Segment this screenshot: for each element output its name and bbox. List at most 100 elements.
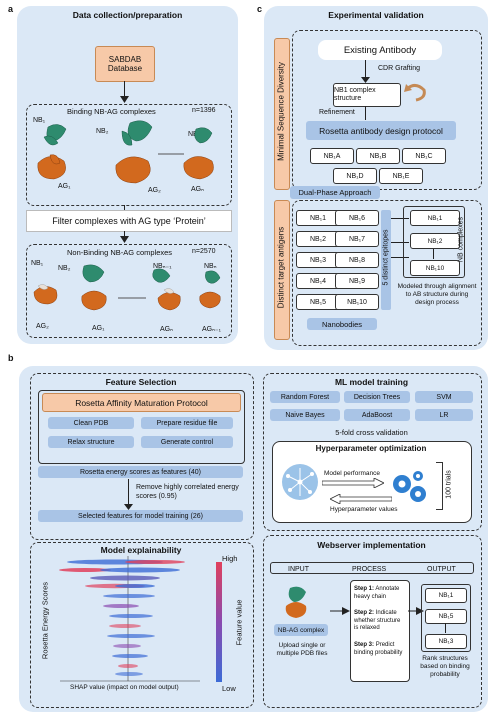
web-header-line xyxy=(270,562,474,574)
nbnb-label: NBₙ xyxy=(204,263,217,270)
variant-a: NB₁A xyxy=(310,148,354,164)
distinct-box xyxy=(292,200,482,346)
nanobody-2: NB₁2 xyxy=(296,231,340,247)
feature-title: Feature Selection xyxy=(105,377,177,387)
nb1b-label: NB₁ xyxy=(31,260,44,267)
process-box xyxy=(350,580,410,682)
variant-e: NB₁E xyxy=(379,168,423,184)
nbn-label: NBₙ xyxy=(188,131,201,138)
explainability-box xyxy=(30,542,254,708)
existing-antibody: Existing Antibody xyxy=(318,40,442,60)
step1-text: Step 1: Annotate heavy chain xyxy=(354,586,400,600)
hyper-title: Hyperparameter optimization xyxy=(315,444,427,453)
filter-box: Filter complexes with AG type ‘Protein’ xyxy=(26,210,232,232)
model-rf: Random Forest xyxy=(270,391,340,403)
shap-beeswarm-plot xyxy=(59,556,200,682)
epitopes-box xyxy=(381,210,391,310)
variant-c: NB₁C xyxy=(402,148,446,164)
refinement-label: Refinement xyxy=(319,109,355,116)
output-3: NB₁3 xyxy=(425,634,467,649)
nanobody-7: NB₁7 xyxy=(335,231,379,247)
low-label: Low xyxy=(222,684,236,693)
dual-phase-box: Dual-Phase Approach xyxy=(290,186,380,199)
cv-label: 5-fold cross validation xyxy=(335,428,408,437)
nanobody-5: NB₁5 xyxy=(296,294,340,310)
side-minimal-box xyxy=(274,38,290,190)
ag1-label: AG₁ xyxy=(58,183,71,190)
nanobody-9: NB₁9 xyxy=(335,273,379,289)
arrow-down-icon xyxy=(120,96,129,103)
protein-structures-icon xyxy=(33,264,221,311)
shap-x-label: SHAP value (impact on model output) xyxy=(70,684,179,691)
nanobody-3: NB₁3 xyxy=(296,252,340,268)
modeled-text: Modeled through alignment to AB structur… xyxy=(397,283,477,306)
feature-value-label: Feature value xyxy=(234,599,244,646)
nanobody-4: NB₁4 xyxy=(296,273,340,289)
output-5: NB₁5 xyxy=(425,609,467,624)
variant-b: NB₁B xyxy=(356,148,400,164)
rosetta-design-box: Rosetta antibody design protocol xyxy=(306,121,456,140)
binding-box xyxy=(26,104,232,206)
perf-label: Model performance xyxy=(324,470,380,477)
arrow-left-icon xyxy=(330,494,392,504)
side-distinct-box xyxy=(274,200,290,340)
output-label: OUTPUT xyxy=(427,566,456,573)
webserver-box xyxy=(263,535,482,708)
agnb-label: AGₙ xyxy=(160,326,173,333)
nbag-complex-box: NB-AG complex xyxy=(274,624,328,636)
nonbinding-n: n=2570 xyxy=(192,248,216,255)
nbn1-label: NBₙ₋₁ xyxy=(153,263,172,270)
shap-y-label: Rosetta Energy Scores xyxy=(40,581,50,660)
arrow-down-icon xyxy=(124,504,133,510)
model-adaboost: AdaBoost xyxy=(344,409,410,421)
agn1-label: AGₙ₋₁ xyxy=(202,326,221,333)
complexes-bracket xyxy=(403,206,465,278)
agn-label: AGₙ xyxy=(191,186,204,193)
ml-training-box xyxy=(263,373,482,531)
protein-structures-icon xyxy=(37,120,214,184)
input-label: INPUT xyxy=(288,566,309,573)
rank-text: Rank structures based on binding probabi… xyxy=(420,655,470,678)
nb1-label: NB₁ xyxy=(33,117,46,124)
nonbinding-box xyxy=(26,244,232,338)
step-generate-control: Generate control xyxy=(141,436,233,448)
explain-title: Model explainability xyxy=(100,545,182,555)
brain-icon xyxy=(282,464,318,500)
remove-text: Remove highly correlated energy scores (… xyxy=(136,484,239,500)
panel-a-title: Data collection/preparation xyxy=(72,10,183,20)
complex-10: NB₁10 xyxy=(410,260,460,276)
high-label: High xyxy=(222,554,238,563)
binding-title: Binding NB-AG complexes xyxy=(67,107,156,116)
gears-icon xyxy=(393,471,426,502)
selected-features: Selected features for model training (26… xyxy=(38,510,243,522)
ag2-label: AG₂ xyxy=(148,187,161,194)
minimal-box xyxy=(292,30,482,190)
colorbar xyxy=(216,562,222,682)
complex-2: NB₁2 xyxy=(410,233,460,249)
protein-structures-icon xyxy=(285,586,307,618)
arrow-down-icon xyxy=(361,77,370,83)
cdr-label: CDR Grafting xyxy=(378,65,421,72)
arrow-right-icon xyxy=(330,607,350,615)
panel-a-letter: a xyxy=(8,4,14,14)
binding-n: n=1396 xyxy=(192,107,216,114)
output-1: NB₁1 xyxy=(425,588,467,603)
panel-c-letter: c xyxy=(257,4,263,14)
step-clean-pdb: Clean PDB xyxy=(48,417,134,429)
step-prepare-residue: Prepare residue file xyxy=(141,417,233,429)
nb2b-label: NB₂ xyxy=(58,265,71,272)
web-title: Webserver implementation xyxy=(317,540,426,550)
model-svm: SVM xyxy=(415,391,473,403)
nb-complexes-label: NB complexes xyxy=(457,216,465,263)
trials-label: 100 trials xyxy=(445,470,453,499)
arrow-right-icon xyxy=(408,607,424,615)
nanobody-1: NB₁1 xyxy=(296,210,340,226)
protocol-box: Rosetta Affinity Maturation Protocol xyxy=(42,393,241,412)
arrow-down-icon xyxy=(120,236,129,243)
energy-features: Rosetta energy scores as features (40) xyxy=(38,466,243,478)
nanobody-8: NB₁8 xyxy=(335,252,379,268)
nonbinding-title: Non-Binding NB-AG complexes xyxy=(67,248,173,257)
upload-text: Upload single or multiple PDB files xyxy=(276,642,328,657)
step2-text: Step 2: Indicate whether structure is re… xyxy=(354,610,401,631)
nanobody-10: NB₁10 xyxy=(335,294,379,310)
